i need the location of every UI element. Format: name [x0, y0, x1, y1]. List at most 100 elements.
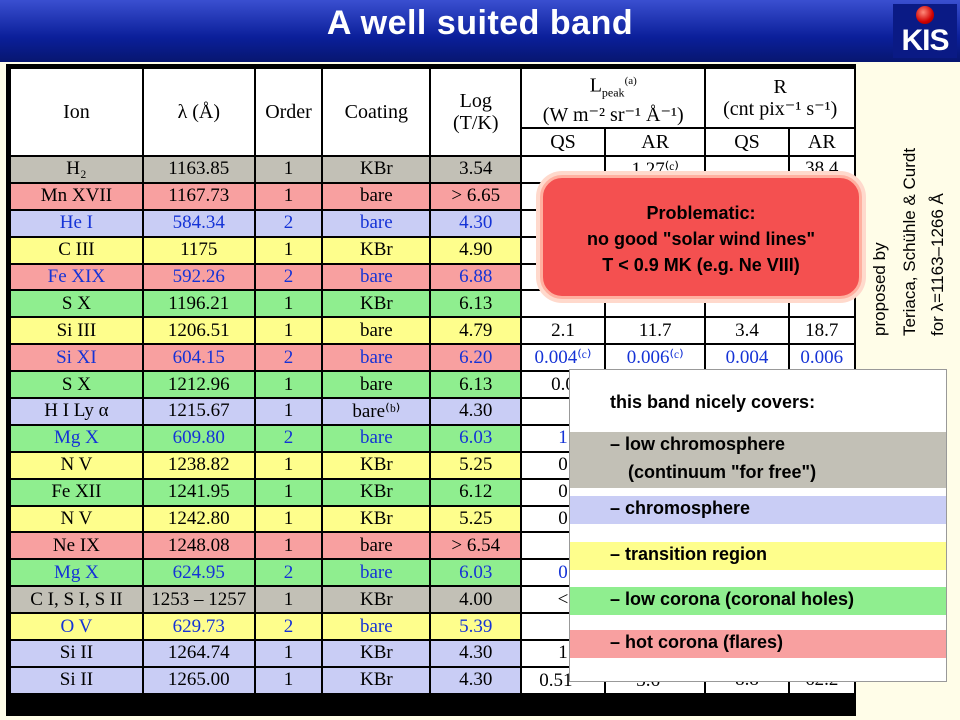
table-cell-order: 1 — [255, 183, 322, 209]
table-cell-logt: 4.30 — [431, 210, 521, 236]
coverage-band — [570, 587, 946, 615]
coverage-box: this band nicely covers: – low chromosph… — [569, 369, 947, 682]
table-cell-lambda: 1167.73 — [143, 183, 254, 209]
header-lpeak-sup: (a) — [624, 75, 637, 88]
table-cell-ion: Si XI — [11, 345, 142, 371]
table-cell-logt: 5.25 — [431, 506, 521, 532]
table-cell-ion: Si II — [11, 641, 142, 666]
table-cell-ion: Ne IX — [11, 533, 142, 559]
table-cell-coating: KBr — [323, 452, 430, 478]
table-cell-logt: > 6.65 — [431, 183, 521, 209]
table-cell-coating: KBr — [323, 587, 430, 613]
table-cell-lambda: 624.95 — [143, 560, 254, 586]
header-lpeak: Lpeak(a) (W m⁻² sr⁻¹ Å⁻¹) — [522, 69, 705, 127]
side-note: proposed by Teriaca, Schühle & Curdt for… — [868, 96, 958, 356]
table-cell-ion: S X — [11, 372, 142, 398]
table-cell-order: 1 — [255, 452, 322, 478]
slide-title: A well suited band — [326, 4, 634, 42]
table-cell-logt: 6.20 — [431, 345, 521, 371]
kis-logo: KIS — [893, 4, 957, 58]
coverage-band — [570, 630, 946, 658]
table-cell-coating: bare — [323, 318, 430, 344]
table-cell-order: 1 — [255, 506, 322, 532]
table-cell-coating: bare — [323, 425, 430, 451]
table-cell-rqs: 3.4 — [706, 318, 788, 344]
table-cell-coating: bare — [323, 210, 430, 236]
table-cell-logt: 4.00 — [431, 587, 521, 613]
table-cell-lambda: 1175 — [143, 237, 254, 263]
table-cell-lambda: 592.26 — [143, 264, 254, 290]
coverage-item-detail: (continuum "for free") — [628, 462, 817, 482]
table-cell-ion: Fe XII — [11, 479, 142, 505]
coverage-item: – hot corona (flares) — [610, 632, 784, 652]
table-cell-ion: Mg X — [11, 560, 142, 586]
header-r-qs: QS — [706, 129, 788, 155]
table-cell-ion: O V — [11, 614, 142, 640]
coverage-band — [570, 542, 946, 570]
table-cell-logt: 4.30 — [431, 641, 521, 666]
coverage-item: – low chromosphere — [610, 434, 786, 454]
table-cell-lar: 0.006⁽ᶜ⁾ — [605, 345, 705, 371]
table-cell-coating: KBr — [323, 237, 430, 263]
header-r-ar: AR — [789, 129, 854, 155]
table-cell-order: 2 — [255, 210, 322, 236]
table-cell-order: 1 — [255, 479, 322, 505]
table-cell-rar: 18.7 — [789, 318, 854, 344]
table-cell-logt: 3.54 — [431, 157, 521, 182]
table-cell-ion: H₂ — [11, 157, 142, 182]
coverage-item: – low corona (coronal holes) — [610, 589, 855, 609]
table-cell-ion: Si III — [11, 318, 142, 344]
coverage-band — [570, 496, 946, 524]
table-cell-order: 2 — [255, 264, 322, 290]
problem-line2: no good "solar wind lines" — [586, 229, 816, 249]
header-logt: Log (T/K) — [431, 69, 521, 155]
table-cell-ion: Mg X — [11, 425, 142, 451]
table-cell-lambda: 1248.08 — [143, 533, 254, 559]
table-cell-lambda: 1265.00 — [143, 667, 254, 693]
table-cell-logt: 6.12 — [431, 479, 521, 505]
table-cell-lar: 11.7 — [605, 318, 705, 344]
table-cell-logt: 6.03 — [431, 425, 521, 451]
table-cell-ion: C I, S I, S II — [11, 587, 142, 613]
table-cell-lambda: 1238.82 — [143, 452, 254, 478]
table-cell-coating: bare — [323, 372, 430, 398]
table-cell-order: 1 — [255, 399, 322, 424]
table-cell-order: 1 — [255, 533, 322, 559]
table-cell-logt: 6.88 — [431, 264, 521, 290]
table-cell-lambda: 1241.95 — [143, 479, 254, 505]
table-cell-order: 2 — [255, 614, 322, 640]
header-lpeak-ar: AR — [605, 129, 705, 155]
table-cell-order: 1 — [255, 587, 322, 613]
table-cell-lambda: 1242.80 — [143, 506, 254, 532]
table-cell-lambda: 1163.85 — [143, 157, 254, 182]
side-note-line1: proposed by — [870, 242, 889, 336]
table-cell-ion: S X — [11, 291, 142, 317]
header-logt-line1: Log — [459, 90, 492, 112]
table-cell-coating: bare — [323, 183, 430, 209]
header-lambda: λ (Å) — [143, 69, 254, 155]
table-cell-ion: Fe XIX — [11, 264, 142, 290]
table-cell-coating: KBr — [323, 291, 430, 317]
table-cell-lambda: 604.15 — [143, 345, 254, 371]
problem-callout: Problematic: no good "solar wind lines" … — [540, 175, 862, 299]
table-cell-logt: 6.13 — [431, 372, 521, 398]
table-cell-lqs: 2.1 — [522, 318, 604, 344]
table-cell-coating: KBr — [323, 479, 430, 505]
table-cell-lambda: 1264.74 — [143, 641, 254, 666]
table-cell-ion: C III — [11, 237, 142, 263]
table-cell-lambda: 1196.21 — [143, 291, 254, 317]
problem-line3: T < 0.9 MK (e.g. Ne VIII) — [602, 255, 800, 275]
table-cell-logt: 5.39 — [431, 614, 521, 640]
table-cell-order: 1 — [255, 667, 322, 693]
table-cell-logt: 6.13 — [431, 291, 521, 317]
table-cell-coating: bare — [323, 533, 430, 559]
table-cell-ion: Si II — [11, 667, 142, 693]
table-cell-order: 1 — [255, 318, 322, 344]
table-cell-ion: N V — [11, 506, 142, 532]
table-cell-ion: N V — [11, 452, 142, 478]
table-cell-order: 2 — [255, 560, 322, 586]
table-cell-coating: bare⁽ᵇ⁾ — [323, 399, 430, 424]
header-lpeak-qs: QS — [522, 129, 604, 155]
table-cell-lambda: 1212.96 — [143, 372, 254, 398]
table-cell-logt: 4.79 — [431, 318, 521, 344]
